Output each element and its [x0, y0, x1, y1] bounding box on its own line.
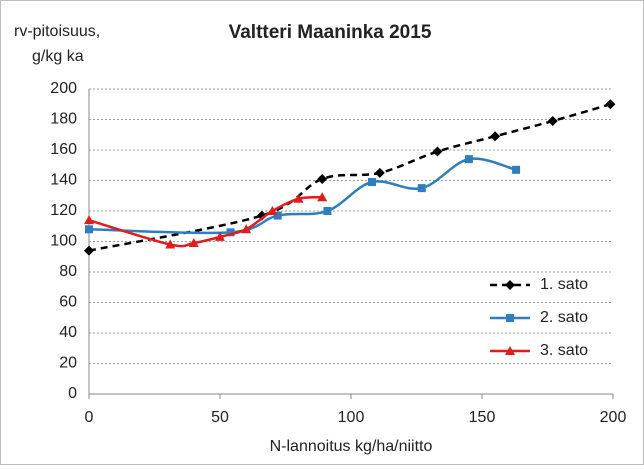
x-tick-label: 50 — [211, 409, 229, 426]
marker — [84, 215, 94, 225]
marker — [226, 228, 235, 237]
marker — [547, 116, 558, 127]
marker — [256, 210, 267, 221]
marker — [432, 146, 443, 157]
y-tick-label: 140 — [50, 172, 77, 189]
x-tick-label: 200 — [600, 409, 627, 426]
marker — [188, 238, 199, 248]
marker — [323, 207, 332, 215]
legend-label: 3. sato — [540, 342, 588, 359]
series-line — [88, 103, 611, 252]
marker — [241, 224, 252, 234]
marker — [505, 280, 515, 290]
marker — [273, 211, 282, 220]
marker — [464, 155, 473, 164]
marker — [505, 346, 515, 355]
marker — [317, 192, 328, 202]
x-tick-label: 150 — [469, 409, 496, 426]
y-tick-label: 60 — [59, 294, 77, 311]
marker — [317, 173, 328, 184]
y-tick-label: 100 — [50, 233, 77, 250]
marker — [374, 167, 385, 178]
marker — [512, 165, 521, 174]
marker — [293, 193, 304, 203]
marker — [85, 225, 93, 234]
y-tick-label: 40 — [59, 324, 77, 341]
legend-label: 1. sato — [540, 276, 588, 293]
y-axis-label: g/kg ka — [32, 48, 84, 65]
y-tick-label: 0 — [68, 385, 77, 402]
x-axis-label: N-lannoitus kg/ha/niitto — [270, 438, 433, 455]
y-tick-label: 180 — [50, 111, 77, 128]
y-axis-label: rv-pitoisuus, — [14, 23, 100, 40]
y-tick-label: 160 — [50, 141, 77, 158]
y-tick-label: 20 — [59, 355, 77, 372]
marker — [417, 184, 426, 193]
legend-label: 2. sato — [540, 309, 588, 326]
marker — [490, 131, 501, 142]
marker — [506, 314, 514, 322]
y-tick-label: 80 — [59, 263, 77, 280]
x-tick-label: 100 — [338, 409, 365, 426]
marker — [367, 178, 376, 187]
x-tick-label: 0 — [85, 409, 94, 426]
marker — [165, 239, 176, 249]
chart-title: Valtteri Maaninka 2015 — [229, 22, 432, 43]
marker — [215, 231, 225, 241]
marker — [605, 99, 616, 110]
marker — [84, 245, 94, 256]
marker — [267, 206, 278, 215]
y-tick-label: 200 — [50, 80, 77, 97]
series-line — [88, 157, 517, 235]
y-tick-label: 120 — [50, 202, 77, 219]
